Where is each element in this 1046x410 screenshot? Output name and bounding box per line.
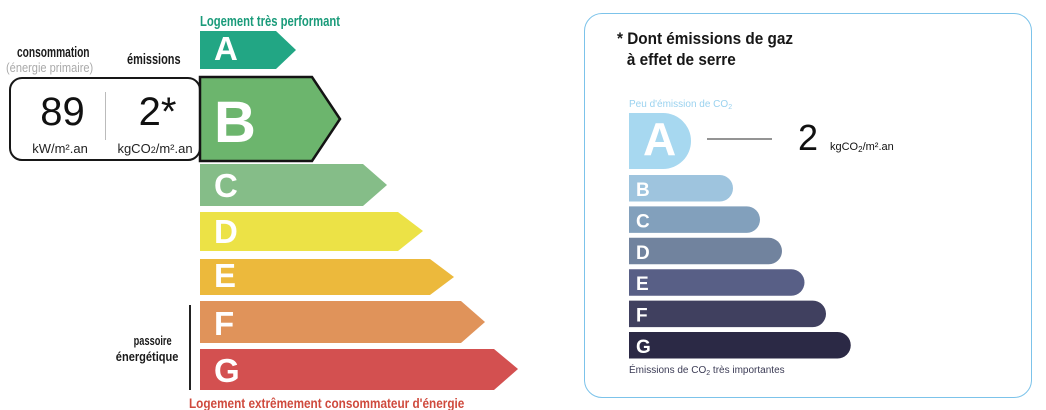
svg-text:B: B xyxy=(636,180,650,201)
svg-text:G: G xyxy=(636,337,651,358)
svg-text:Peu d'émission de CO2: Peu d'émission de CO2 xyxy=(629,99,732,111)
svg-text:Émissions de CO2 très importan: Émissions de CO2 très importantes xyxy=(629,363,785,377)
svg-text:kgCO2/m².an: kgCO2/m².an xyxy=(830,141,894,154)
svg-text:C: C xyxy=(636,211,650,232)
svg-text:A: A xyxy=(643,113,676,165)
svg-text:D: D xyxy=(636,243,650,264)
svg-text:F: F xyxy=(636,306,648,327)
svg-text:E: E xyxy=(636,274,649,295)
svg-text:2: 2 xyxy=(798,117,818,158)
